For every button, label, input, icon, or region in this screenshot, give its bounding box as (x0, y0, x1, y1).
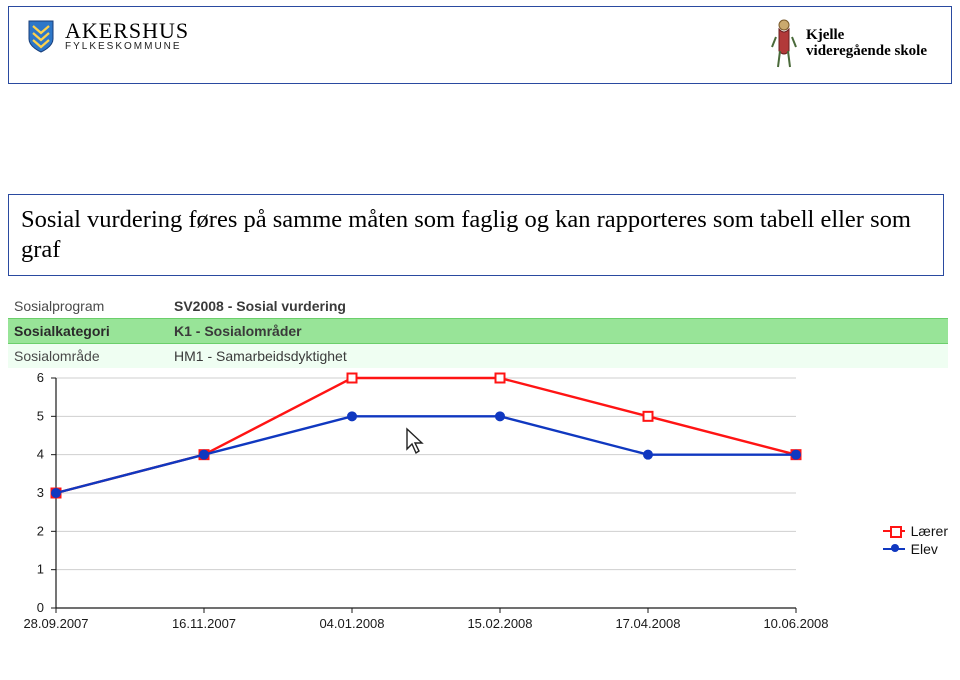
svg-text:04.01.2008: 04.01.2008 (319, 616, 384, 631)
meta-row-category: Sosialkategori K1 - Sosialområder (8, 318, 948, 344)
kjelle-crest-icon (770, 17, 798, 69)
org-subtitle: FYLKESKOMMUNE (65, 42, 189, 53)
legend-label-1: Elev (911, 541, 938, 557)
svg-text:15.02.2008: 15.02.2008 (467, 616, 532, 631)
svg-text:17.04.2008: 17.04.2008 (615, 616, 680, 631)
meta-value-category: K1 - Sosialområder (174, 323, 302, 339)
chart-legend: Lærer Elev (883, 522, 948, 558)
svg-text:1: 1 (37, 561, 44, 576)
meta-value-area: HM1 - Samarbeidsdyktighet (174, 348, 347, 364)
org-logo: AKERSHUS FYLKESKOMMUNE (27, 19, 189, 53)
description-box: Sosial vurdering føres på samme måten so… (8, 194, 944, 276)
header-frame: AKERSHUS FYLKESKOMMUNE Kjelle videregåen… (8, 6, 952, 84)
svg-text:2: 2 (37, 523, 44, 538)
meta-label-category: Sosialkategori (14, 323, 174, 339)
school-name-line1: Kjelle (806, 27, 927, 44)
meta-label-program: Sosialprogram (14, 298, 174, 314)
meta-block: Sosialprogram SV2008 - Sosial vurdering … (8, 294, 948, 368)
org-name: AKERSHUS (65, 19, 189, 42)
svg-text:6: 6 (37, 372, 44, 385)
svg-text:4: 4 (37, 446, 44, 461)
svg-text:0: 0 (37, 600, 44, 615)
meta-row-area: Sosialområde HM1 - Samarbeidsdyktighet (8, 344, 948, 368)
line-chart: 0 1 2 3 4 5 6 28.09.2007 16.11.2007 04.01.2008 15.… (8, 372, 948, 644)
school-name-line2: videregående skole (806, 43, 927, 60)
legend-label-0: Lærer (911, 523, 948, 539)
svg-text:10.06.2008: 10.06.2008 (763, 616, 828, 631)
meta-row-program: Sosialprogram SV2008 - Sosial vurdering (8, 294, 948, 318)
cursor-icon (404, 427, 426, 455)
svg-text:16.11.2007: 16.11.2007 (172, 616, 236, 631)
svg-text:3: 3 (37, 485, 44, 500)
svg-text:5: 5 (37, 408, 44, 423)
school-name: Kjelle videregående skole (806, 27, 927, 60)
chart-container: 0 1 2 3 4 5 6 28.09.2007 16.11.2007 04.01.2008 15.… (8, 372, 948, 644)
legend-item-laerer: Lærer (883, 522, 948, 540)
meta-label-area: Sosialområde (14, 348, 174, 364)
shield-icon (27, 19, 55, 53)
description-text: Sosial vurdering føres på samme måten so… (21, 205, 931, 265)
legend-item-elev: Elev (883, 540, 948, 558)
meta-value-program: SV2008 - Sosial vurdering (174, 298, 346, 314)
school-logo: Kjelle videregående skole (770, 17, 927, 69)
svg-text:28.09.2007: 28.09.2007 (23, 616, 88, 631)
